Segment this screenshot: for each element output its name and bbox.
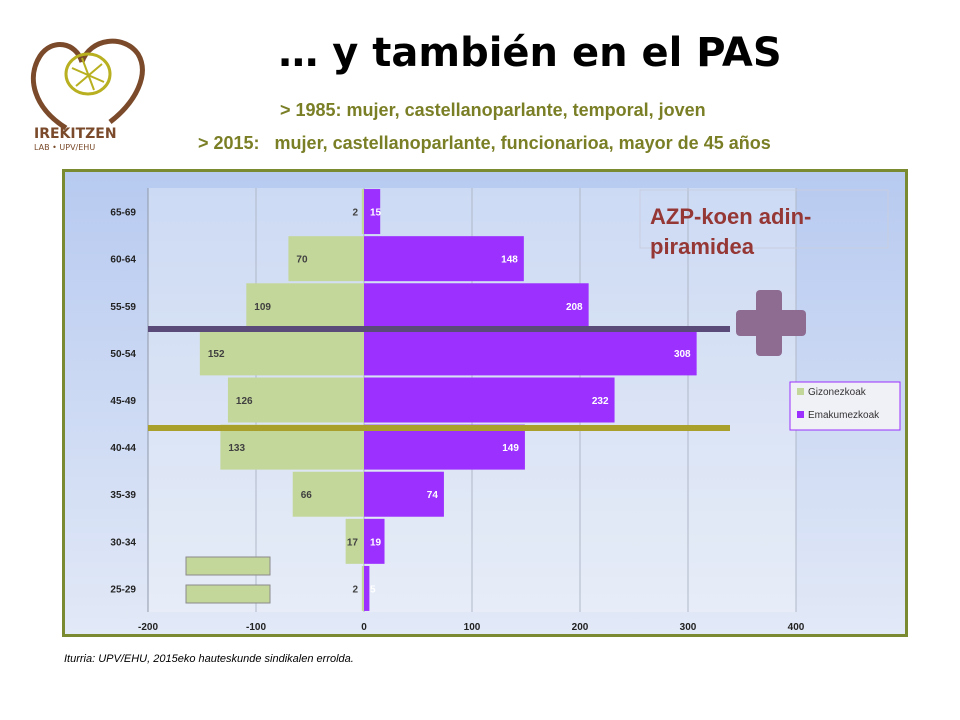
data-label: 5 [370, 584, 376, 595]
bar-emakumezkoak [364, 189, 381, 235]
bar-gizonezkoak [292, 471, 364, 517]
data-label: 66 [301, 490, 313, 501]
reference-line-1985 [148, 326, 730, 332]
data-label: 15 [370, 208, 382, 219]
data-label: 152 [208, 349, 225, 360]
y-tick-label: 30-34 [110, 537, 136, 548]
chart-title-line: piramidea [650, 234, 755, 259]
x-tick-label: 300 [680, 622, 697, 633]
y-tick-label: 40-44 [110, 443, 136, 454]
subtitle-1985: > 1985: mujer, castellanoparlante, tempo… [280, 100, 706, 120]
data-label: 126 [236, 396, 253, 407]
y-tick-label: 65-69 [110, 208, 136, 219]
logo-tagline: LAB • UPV/EHU [34, 143, 95, 152]
reference-line-2015 [148, 425, 730, 431]
equals-icon-bottom [185, 584, 271, 604]
y-tick-label: 25-29 [110, 584, 136, 595]
bar-gizonezkoak [220, 424, 364, 470]
bar-gizonezkoak [361, 189, 364, 235]
y-tick-label: 55-59 [110, 302, 136, 313]
subtitle-2015: > 2015: mujer, castellanoparlante, funci… [198, 133, 771, 153]
y-tick-label: 50-54 [110, 349, 136, 360]
x-tick-label: -100 [246, 622, 266, 633]
y-tick-label: 60-64 [110, 255, 136, 266]
legend-swatch [797, 388, 804, 395]
x-tick-label: 200 [572, 622, 589, 633]
bar-emakumezkoak [364, 283, 589, 329]
data-label: 149 [502, 443, 519, 454]
bar-gizonezkoak [227, 377, 364, 423]
data-label: 109 [254, 302, 271, 313]
source-note: Iturria: UPV/EHU, 2015eko hauteskunde si… [64, 653, 354, 665]
data-label: 208 [566, 302, 583, 313]
bar-gizonezkoak [288, 236, 364, 282]
x-tick-label: -200 [138, 622, 158, 633]
data-label: 133 [228, 443, 245, 454]
logo-name: IREKITZEN [34, 126, 117, 142]
y-tick-label: 35-39 [110, 490, 136, 501]
logo-hearts-icon: IREKITZEN LAB • UPV/EHU [30, 38, 145, 152]
bar-emakumezkoak [364, 330, 697, 376]
x-tick-label: 100 [464, 622, 481, 633]
data-label: 19 [370, 537, 382, 548]
bar-gizonezkoak [361, 565, 364, 611]
bar-emakumezkoak [364, 424, 525, 470]
y-tick-label: 45-49 [110, 396, 136, 407]
chart-title-box [639, 189, 889, 249]
equals-icon-top [185, 556, 271, 576]
data-label: 74 [427, 490, 439, 501]
bar-emakumezkoak [364, 565, 370, 611]
data-label: 148 [501, 255, 518, 266]
irekitzen-logo: IREKITZEN LAB • UPV/EHU [26, 28, 152, 152]
data-label: 2 [352, 208, 358, 219]
x-tick-label: 0 [361, 622, 367, 633]
legend-label: Emakumezkoak [808, 410, 880, 421]
data-label: 2 [352, 584, 358, 595]
legend-label: Gizonezkoak [808, 387, 867, 398]
legend-box [789, 381, 901, 431]
x-tick-label: 400 [788, 622, 805, 633]
bar-gizonezkoak [345, 518, 364, 564]
bar-gizonezkoak [199, 330, 364, 376]
bar-emakumezkoak [364, 236, 524, 282]
chart-title-line: AZP-koen adin- [650, 204, 811, 229]
data-label: 70 [296, 255, 308, 266]
legend-swatch [797, 411, 804, 418]
data-label: 17 [347, 537, 359, 548]
data-label: 308 [674, 349, 691, 360]
data-label: 232 [592, 396, 609, 407]
bar-emakumezkoak [364, 518, 385, 564]
bar-emakumezkoak [364, 471, 444, 517]
page-title: … y también en el PAS [278, 30, 782, 76]
bar-gizonezkoak [246, 283, 364, 329]
plus-icon-horizontal [736, 310, 806, 336]
bar-emakumezkoak [364, 377, 615, 423]
